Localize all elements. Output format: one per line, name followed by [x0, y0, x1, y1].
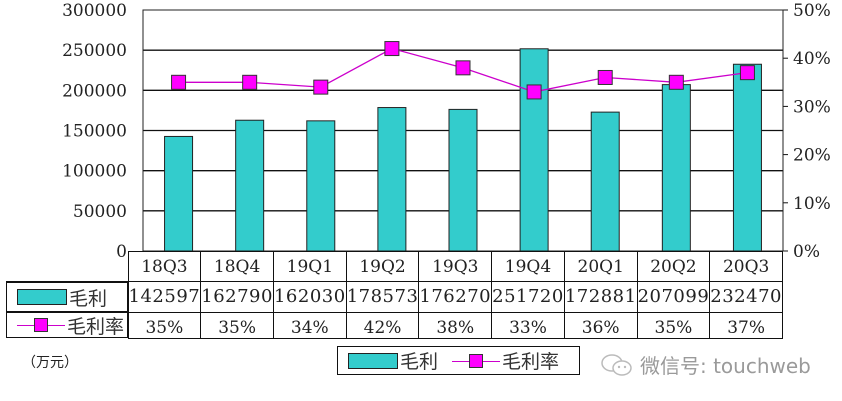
bar — [661, 84, 691, 252]
row-label-gross-margin: 毛利率 — [6, 312, 128, 338]
table-cell: 176270 — [418, 281, 493, 313]
table-cell: 18Q3 — [127, 251, 202, 282]
table-cell: 34% — [272, 311, 347, 339]
table-cell: 42% — [345, 311, 420, 339]
row-label-text: 毛利 — [69, 287, 108, 310]
table-cell: 35% — [636, 311, 711, 339]
watermark-text: 微信号: touchweb — [640, 354, 811, 378]
table-cell: 162030 — [272, 281, 347, 313]
table-cell: 207099 — [636, 281, 711, 313]
right-tick-label: 50% — [793, 1, 831, 21]
legend-bar-label: 毛利 — [400, 351, 439, 373]
legend-line-label: 毛利率 — [502, 351, 560, 373]
table-cell: 162790 — [200, 281, 274, 313]
right-tick-label: 0% — [793, 242, 820, 260]
bar — [306, 120, 336, 252]
line-marker — [526, 84, 542, 100]
line-marker — [171, 74, 187, 90]
table-cell: 36% — [563, 311, 638, 339]
table-cell: 19Q3 — [418, 251, 493, 282]
data-table: 18Q3 18Q4 19Q1 19Q2 19Q3 19Q4 20Q1 20Q2 20Q3 毛利 … — [6, 251, 783, 339]
right-tick-label: 30% — [793, 97, 831, 117]
line-series-gross-margin — [171, 41, 755, 100]
bar — [519, 48, 549, 252]
table-cell: 19Q2 — [345, 251, 420, 282]
table-cell: 38% — [418, 311, 493, 339]
table-cell: 19Q4 — [491, 251, 565, 282]
bar — [732, 63, 762, 252]
bar — [590, 111, 620, 252]
bar — [377, 107, 407, 252]
left-tick-label: 200000 — [62, 81, 127, 101]
unit-label: （万元） — [22, 355, 78, 371]
left-axis-ticks: 0 50000 100000 150000 200000 250000 300000 — [62, 1, 127, 260]
line-marker — [597, 69, 613, 85]
line-marker — [384, 41, 400, 57]
table-cell: 251720 — [491, 281, 565, 313]
table-cell: 18Q4 — [200, 251, 274, 282]
table-cell: 232470 — [709, 281, 783, 313]
right-tick-label: 10% — [793, 194, 831, 214]
left-tick-label: 150000 — [62, 122, 127, 142]
bar — [448, 108, 478, 252]
table-cell: 20Q2 — [636, 251, 711, 282]
table-cell: 20Q3 — [709, 251, 783, 282]
left-tick-label: 0 — [116, 242, 127, 260]
chart-legend: 毛利 毛利率 — [337, 346, 580, 375]
table-cell: 35% — [127, 311, 202, 339]
table-cell: 35% — [200, 311, 274, 339]
left-tick-label: 250000 — [62, 41, 127, 61]
line-marker — [668, 74, 684, 90]
left-tick-label: 50000 — [73, 202, 127, 222]
watermark: 微信号: touchweb — [600, 350, 811, 379]
bar-swatch-icon — [17, 289, 67, 305]
left-tick-label: 300000 — [62, 1, 127, 21]
line-marker — [313, 79, 329, 95]
table-cell: 172881 — [563, 281, 638, 313]
line-swatch-icon — [17, 318, 65, 332]
line-marker — [739, 65, 755, 81]
wechat-icon — [601, 353, 632, 376]
table-cell: 33% — [491, 311, 565, 339]
row-label-gross-profit: 毛利 — [6, 282, 128, 312]
table-cell: 37% — [709, 311, 783, 339]
legend-line-swatch-icon — [452, 353, 501, 368]
legend-bar-swatch-icon — [348, 352, 398, 369]
table-corner — [6, 251, 129, 282]
table-header-row: 18Q3 18Q4 19Q1 19Q2 19Q3 19Q4 20Q1 20Q2 20Q3 — [6, 251, 783, 282]
right-tick-label: 40% — [793, 49, 831, 69]
table-cell: 20Q1 — [563, 251, 638, 282]
chart-plot: 0 50000 100000 150000 200000 250000 300000 0% 1… — [62, 1, 831, 260]
row-label-text: 毛利率 — [67, 315, 125, 338]
table-row: 毛利率 35% 35% 34% 42% 38% 33% 36% 35% 37% — [6, 311, 783, 339]
line-marker — [455, 60, 471, 76]
right-axis-ticks: 0% 10% 20% 30% 40% 50% — [783, 1, 831, 260]
table-cell: 178573 — [345, 281, 420, 313]
table-cell: 19Q1 — [272, 251, 347, 282]
table-cell: 142597 — [127, 281, 202, 313]
bar — [235, 119, 265, 252]
line-marker — [242, 74, 258, 90]
left-tick-label: 100000 — [62, 162, 127, 182]
right-tick-label: 20% — [793, 146, 831, 166]
bar-series-gross-profit — [164, 48, 762, 252]
bar — [164, 135, 194, 252]
table-row: 毛利 142597 162790 162030 178573 176270 251720 1… — [6, 281, 783, 313]
